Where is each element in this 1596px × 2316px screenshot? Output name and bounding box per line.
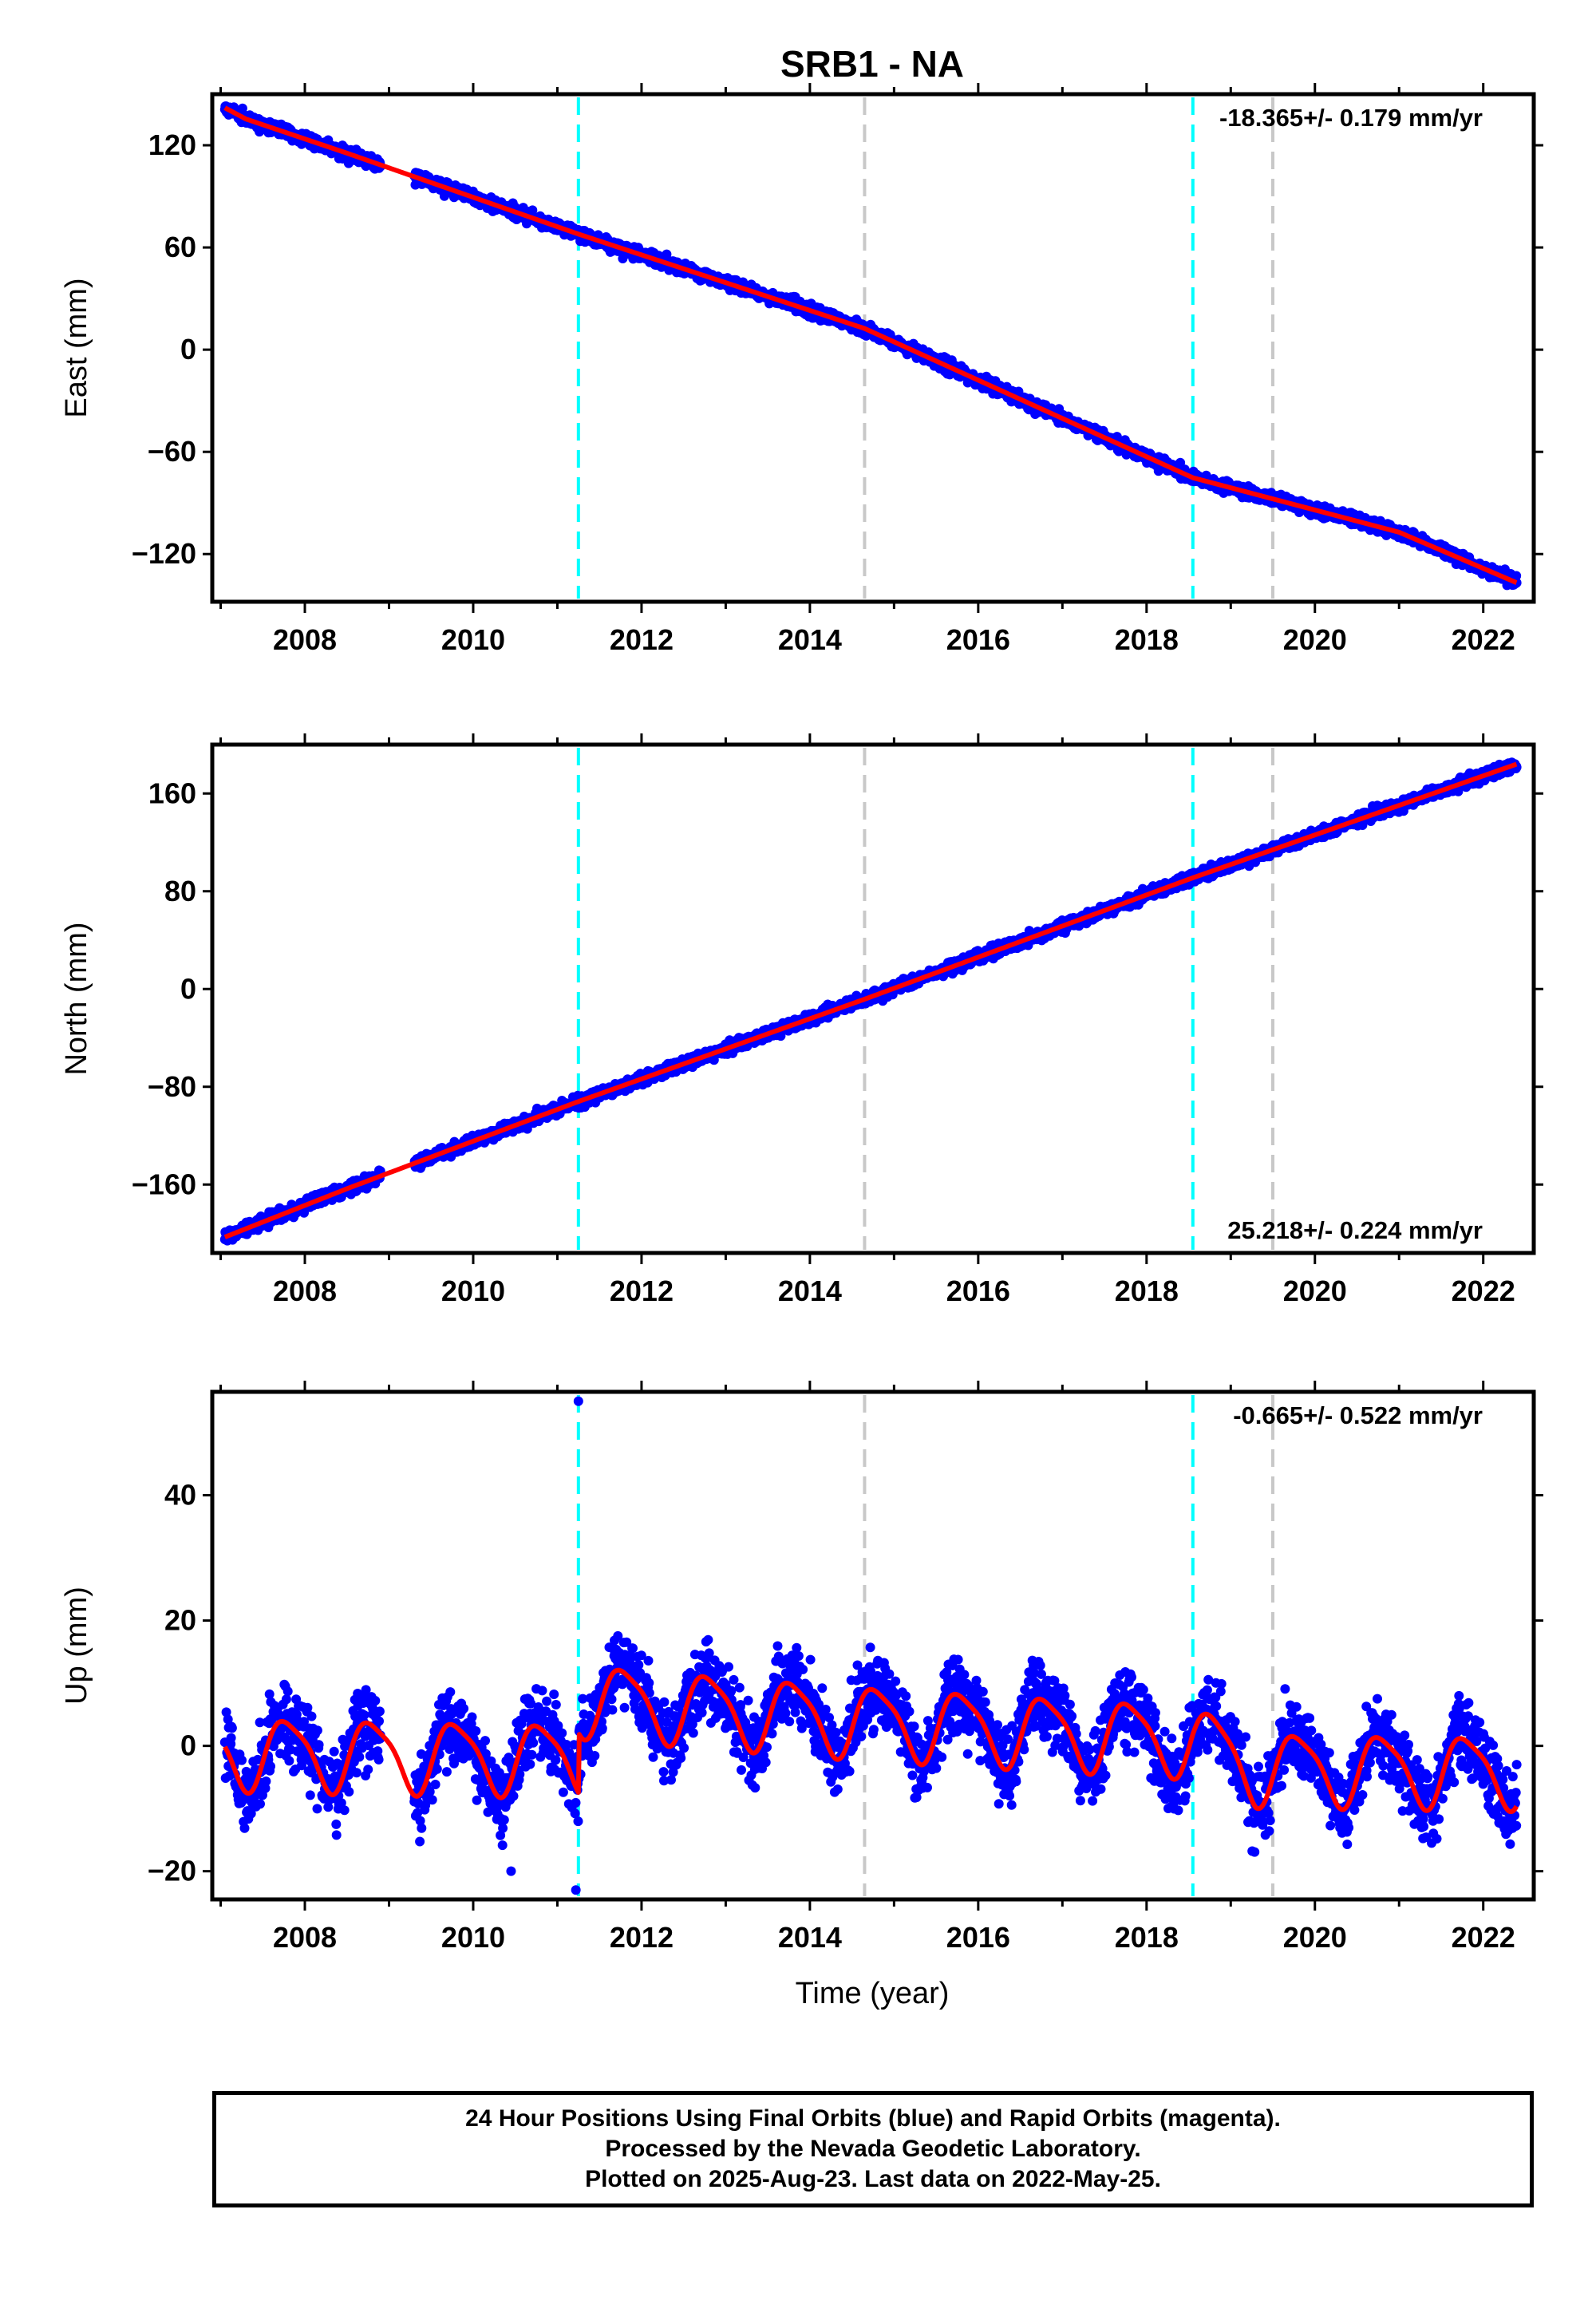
x-tick-label: 2020	[1283, 623, 1347, 656]
x-tick-label: 2016	[946, 623, 1010, 656]
y-tick-label: −120	[132, 537, 196, 570]
x-tick-label: 2018	[1115, 623, 1179, 656]
east-panel: −120 −60 0 60 120 2008 2010 2012 2014 2016 2018 202…	[60, 83, 1543, 656]
east-plot-frame	[210, 92, 1536, 604]
x-tick-label: 2022	[1452, 623, 1515, 656]
y-tick-label: −60	[148, 435, 196, 468]
y-tick-label: 0	[180, 333, 196, 366]
y-axis-label: East (mm)	[60, 278, 93, 417]
velocity-annotation: -18.365+/- 0.179 mm/yr	[1219, 104, 1483, 132]
x-tick-label: 2012	[610, 623, 674, 656]
east-fit-line	[223, 105, 1519, 585]
figure-title: SRB1 - NA	[780, 43, 964, 85]
x-tick-label: 2010	[441, 623, 505, 656]
x-tick-label: 2014	[778, 623, 842, 656]
data-point	[237, 103, 247, 113]
y-tick-label: 120	[148, 128, 196, 161]
x-tick-label: 2008	[273, 623, 337, 656]
y-tick-label: 60	[164, 231, 196, 263]
